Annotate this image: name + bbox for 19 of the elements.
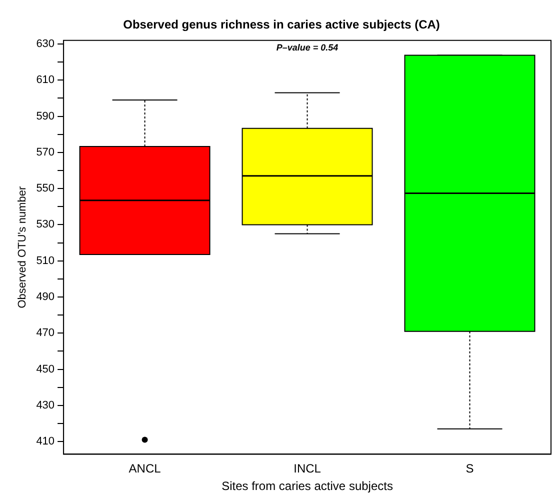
x-tick-label: ANCL (128, 462, 162, 476)
x-axis-title: Sites from caries active subjects (222, 479, 393, 494)
y-tick-label: 470 (36, 327, 55, 340)
y-tick-label: 530 (36, 218, 55, 231)
y-tick-label: 430 (36, 399, 55, 412)
y-tick-label: 510 (36, 254, 55, 267)
y-tick-label: 490 (36, 291, 55, 304)
y-tick-label: 590 (36, 110, 55, 122)
y-tick-label: 550 (36, 182, 55, 195)
x-tick-label: INCL (294, 462, 322, 476)
y-tick-label: 570 (36, 146, 55, 158)
y-tick-label: 610 (36, 74, 55, 86)
y-axis-title: Observed OTU's number (16, 186, 29, 308)
y-tick-label: 450 (36, 363, 55, 376)
y-tick-label: 410 (36, 436, 55, 448)
annotation: P–value = 0.54 (276, 42, 338, 52)
chart-title: Observed genus richness in caries active subjects (CA) (123, 18, 440, 32)
x-tick-label: S (466, 462, 474, 476)
y-tick-label: 630 (36, 38, 55, 50)
